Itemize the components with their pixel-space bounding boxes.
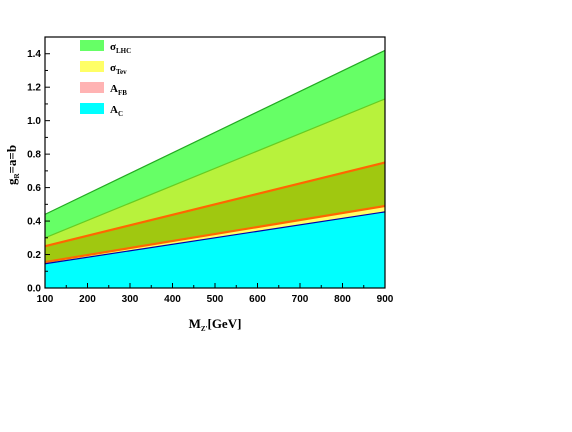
legend: σLHC σTev AFB AC [80, 40, 131, 118]
legend-label: σTev [110, 62, 127, 76]
y-tick-label: 0.8 [27, 150, 41, 161]
band-edge-lhc_upper [44, 49, 386, 215]
band-lhc_tev [45, 98, 385, 247]
band-ac [45, 211, 385, 288]
x-tick-label: 800 [334, 294, 351, 305]
y-tick-label: 0.4 [27, 217, 41, 228]
band-overlap [45, 162, 385, 263]
y-tick-label: 1.0 [27, 116, 41, 127]
band-edge-overlap [44, 161, 386, 248]
x-tick-label: 700 [292, 294, 309, 305]
x-tick-label: 900 [377, 294, 394, 305]
legend-swatch [80, 82, 104, 93]
x-tick-label: 400 [164, 294, 181, 305]
legend-swatch [80, 61, 104, 72]
legend-swatch [80, 103, 104, 114]
x-tick-label: 100 [37, 294, 54, 305]
bands-layer [44, 49, 386, 288]
legend-label: σLHC [110, 41, 131, 55]
x-tick-label: 500 [207, 294, 224, 305]
band-edge-afb [44, 204, 386, 264]
legend-label: AFB [110, 83, 127, 97]
x-tick-label: 200 [79, 294, 96, 305]
band-edge-ac [44, 211, 386, 265]
y-axis-title: gR=a=b [4, 145, 21, 185]
x-axis: 100 200 300 400 500 600 700 800 900 [37, 283, 394, 305]
y-tick-label: 0.2 [27, 250, 41, 261]
band-lhc_upper [45, 50, 385, 238]
legend-swatch [80, 40, 104, 51]
y-tick-label: 0.0 [27, 284, 41, 295]
x-axis-title: MZ'[GeV] [189, 316, 242, 333]
y-axis: 0.0 0.2 0.4 0.6 0.8 1.0 1.2 1.4 [27, 36, 50, 295]
y-tick-label: 1.4 [27, 49, 41, 60]
band-edge-lhc_tev [44, 98, 386, 239]
legend-label: AC [110, 104, 123, 118]
x-tick-label: 300 [122, 294, 139, 305]
x-tick-label: 600 [249, 294, 266, 305]
y-tick-label: 1.2 [27, 83, 41, 94]
y-tick-label: 0.6 [27, 183, 41, 194]
